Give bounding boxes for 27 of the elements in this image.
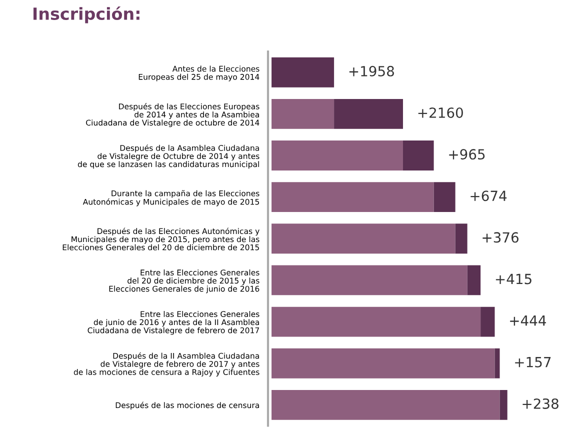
bar <box>272 224 456 254</box>
data-label: +415 <box>496 274 532 284</box>
bar <box>272 265 468 296</box>
bar <box>272 306 481 337</box>
bar <box>272 57 334 88</box>
data-label: +2160 <box>418 107 463 118</box>
bar <box>455 224 468 254</box>
bar <box>434 182 456 212</box>
bar <box>494 348 500 378</box>
bar <box>480 306 495 337</box>
bar <box>272 98 334 129</box>
data-label: +444 <box>510 315 546 326</box>
bar <box>272 140 403 170</box>
data-label: +674 <box>470 190 507 202</box>
bar <box>467 265 481 296</box>
data-label: +376 <box>482 232 518 243</box>
bar <box>500 390 508 420</box>
bar <box>334 98 403 129</box>
data-label: +965 <box>449 149 485 160</box>
data-label: +238 <box>522 398 558 409</box>
bar <box>272 348 495 378</box>
bar <box>272 390 500 420</box>
bar <box>402 140 434 170</box>
bar <box>272 182 434 212</box>
text: Inscripción: <box>33 6 140 24</box>
data-label: +157 <box>515 357 551 368</box>
data-label: +1958 <box>349 66 394 76</box>
